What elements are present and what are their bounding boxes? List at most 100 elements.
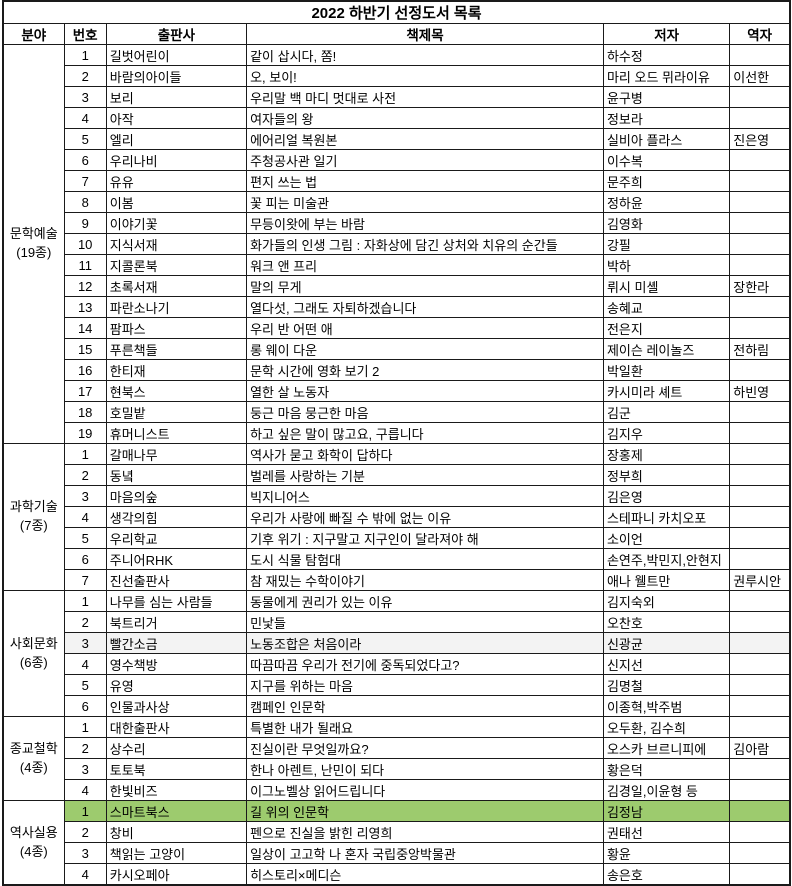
author-cell: 윤구병: [602, 86, 731, 108]
translator-cell: [729, 464, 791, 486]
author-cell: 문주희: [602, 170, 731, 192]
author-cell: 박하: [602, 254, 731, 276]
number-cell: 4: [63, 779, 107, 801]
table-row: 6 인물과사상 캠페인 인문학 이종혁,박주범: [3, 695, 791, 717]
table-row: 2 바람의아이들 오, 보이! 마리 오드 뮈라이유 이선한: [3, 65, 791, 87]
translator-cell: [729, 506, 791, 528]
translator-cell: [729, 674, 791, 696]
number-cell: 4: [63, 863, 107, 886]
number-cell: 2: [63, 821, 107, 843]
translator-cell: 진은영: [729, 128, 791, 150]
translator-cell: [729, 443, 791, 465]
publisher-cell: 이야기꽃: [105, 212, 248, 234]
title-cell: 하고 싶은 말이 많고요, 구릅니다: [246, 422, 604, 444]
publisher-cell: 나무를 심는 사람들: [105, 590, 248, 612]
table-row: 4 생각의힘 우리가 사랑에 빠질 수 밖에 없는 이유 스테파니 카치오포: [3, 506, 791, 528]
publisher-cell: 상수리: [105, 737, 248, 759]
table-row: 4 한빛비즈 이그노벨상 읽어드립니다 김경일,이윤형 등: [3, 779, 791, 801]
author-cell: 장홍제: [602, 443, 731, 465]
category-count: (6종): [19, 654, 48, 670]
table-row: 3 마음의숲 빅지니어스 김은영: [3, 485, 791, 507]
publisher-cell: 휴머니스트: [105, 422, 248, 444]
publisher-cell: 우리학교: [105, 527, 248, 549]
translator-cell: [729, 695, 791, 717]
table-row: 2 창비 펜으로 진실을 밝힌 리영희 권태선: [3, 821, 791, 843]
publisher-cell: 주니어RHK: [105, 548, 248, 570]
category-label: 종교철학: [9, 740, 58, 756]
translator-cell: [729, 758, 791, 780]
publisher-cell: 마음의숲: [105, 485, 248, 507]
table-row: 문학예술 (19종) 1 길벗어린이 같이 삽시다, 쫌! 하수정: [2, 44, 791, 444]
title-cell: 우리 반 어떤 애: [246, 317, 604, 339]
translator-cell: [729, 296, 791, 318]
number-cell: 14: [63, 317, 107, 339]
author-cell: 오찬호: [602, 611, 731, 633]
author-cell: 이수복: [602, 149, 731, 171]
translator-cell: [729, 401, 791, 423]
author-cell: 애나 웰트만: [602, 569, 731, 591]
translator-cell: [729, 86, 791, 108]
author-cell: 송은호: [602, 863, 731, 886]
author-cell: 황윤: [602, 842, 731, 864]
title-cell: 둥근 마음 뭉근한 마음: [246, 401, 604, 423]
translator-cell: [729, 527, 791, 549]
table-row: 9 이야기꽃 무등이왓에 부는 바람 김영화: [3, 212, 791, 234]
column-header-number: 번호: [63, 23, 107, 45]
author-cell: 이종혁,박주범: [602, 695, 731, 717]
header-row: 분야 번호 출판사 책제목 저자 역자: [2, 23, 791, 45]
publisher-cell: 생각의힘: [105, 506, 248, 528]
translator-cell: [729, 149, 791, 171]
title-cell: 열다섯, 그래도 자퇴하겠습니다: [246, 296, 604, 318]
title-cell: 동물에게 권리가 있는 이유: [246, 590, 604, 612]
author-cell: 스테파니 카치오포: [602, 506, 731, 528]
number-cell: 7: [63, 569, 107, 591]
publisher-cell: 카시오페아: [105, 863, 248, 886]
category-label: 문학예술: [9, 226, 58, 242]
number-cell: 12: [63, 275, 107, 297]
translator-cell: [729, 842, 791, 864]
title-cell: 문학 시간에 영화 보기 2: [246, 359, 604, 381]
title-cell: 따끔따끔 우리가 전기에 중독되었다고?: [246, 653, 604, 675]
author-cell: 김정남: [602, 800, 731, 822]
translator-cell: 김아람: [729, 737, 791, 759]
table-row: 13 파란소나기 열다섯, 그래도 자퇴하겠습니다 송혜교: [3, 296, 791, 318]
author-cell: 김영화: [602, 212, 731, 234]
table-row: 3 보리 우리말 백 마디 멋대로 사전 윤구병: [3, 86, 791, 108]
author-cell: 뤼시 미셸: [602, 275, 731, 297]
publisher-cell: 한빛비즈: [105, 779, 248, 801]
number-cell: 3: [63, 86, 107, 108]
number-cell: 8: [63, 191, 107, 213]
category-count: (4종): [19, 843, 48, 859]
translator-cell: [729, 212, 791, 234]
title-cell: 길 위의 인문학: [246, 800, 604, 822]
publisher-cell: 파란소나기: [105, 296, 248, 318]
author-cell: 김명철: [602, 674, 731, 696]
table-row: 5 유영 지구를 위하는 마음 김명철: [3, 674, 791, 696]
author-cell: 정하윤: [602, 191, 731, 213]
translator-cell: [729, 716, 791, 738]
column-header-title: 책제목: [246, 23, 604, 45]
title-cell: 워크 앤 프리: [246, 254, 604, 276]
author-cell: 신광균: [602, 632, 731, 654]
translator-cell: [729, 317, 791, 339]
translator-cell: [729, 107, 791, 129]
translator-cell: [729, 359, 791, 381]
translator-cell: [729, 611, 791, 633]
number-cell: 11: [63, 254, 107, 276]
publisher-cell: 스마트북스: [105, 800, 248, 822]
number-cell: 4: [63, 107, 107, 129]
publisher-cell: 유영: [105, 674, 248, 696]
table-row: 10 지식서재 화가들의 인생 그림 : 자화상에 담긴 상처와 치유의 순간들 강필: [3, 233, 791, 255]
publisher-cell: 우리나비: [105, 149, 248, 171]
table-row: 사회문화 (6종) 1 나무를 심는 사람들 동물에게 권리가 있는 이유 김지숙외: [2, 590, 791, 717]
translator-cell: [729, 170, 791, 192]
publisher-cell: 현북스: [105, 380, 248, 402]
category-cell: 과학기술 (7종): [2, 443, 65, 591]
number-cell: 6: [63, 695, 107, 717]
table-row: 역사실용 (4종) 1 스마트북스 길 위의 인문학 김정남: [2, 800, 791, 886]
page-title: 2022 하반기 선정도서 목록: [3, 1, 790, 24]
number-cell: 1: [63, 716, 107, 738]
author-cell: 김경일,이윤형 등: [602, 779, 731, 801]
number-cell: 2: [63, 65, 107, 87]
